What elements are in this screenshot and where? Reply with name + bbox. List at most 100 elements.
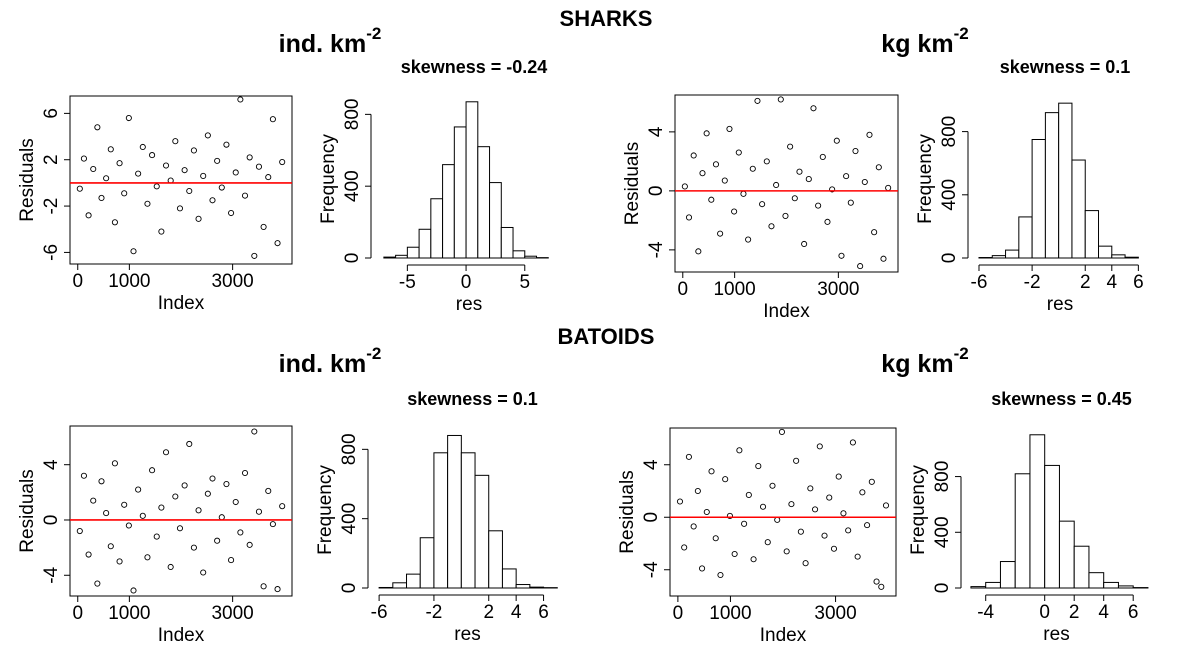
x-tick-label: 6 [1133, 272, 1144, 293]
bar [418, 228, 432, 259]
point [722, 476, 729, 483]
point [685, 214, 693, 221]
point [699, 170, 706, 177]
bar [465, 101, 479, 259]
point [190, 147, 197, 154]
point [843, 173, 850, 180]
x-tick-label: 6 [1128, 602, 1139, 623]
point [237, 529, 244, 536]
point [824, 218, 831, 225]
point [873, 578, 880, 585]
section-title: BATOIDS [558, 324, 655, 349]
chart-title: skewness = 0.45 [991, 389, 1132, 409]
point [830, 545, 838, 552]
point [838, 252, 845, 259]
y-tick-label: 800 [932, 461, 953, 493]
point [186, 440, 193, 448]
y-tick-label: 0 [932, 583, 953, 594]
bar [999, 561, 1016, 589]
x-tick-label: -5 [399, 272, 416, 293]
point [246, 541, 253, 548]
bar [1044, 464, 1060, 589]
y-axis-label: Frequency [318, 134, 339, 224]
point [116, 558, 123, 565]
point [107, 146, 114, 153]
point [681, 183, 688, 190]
chart-title: skewness = 0.1 [1000, 57, 1131, 77]
chart-title: skewness = -0.24 [401, 57, 548, 77]
point [782, 212, 789, 219]
bar [1124, 256, 1139, 259]
header-text: kg km [881, 350, 953, 378]
bar [453, 126, 467, 259]
point [777, 96, 784, 103]
bar [1031, 139, 1046, 259]
y-tick-label: -4 [641, 561, 662, 578]
header-sup: -2 [954, 344, 969, 363]
point [791, 195, 798, 202]
point [181, 167, 188, 174]
y-axis-label: Residuals [617, 470, 638, 553]
point [162, 162, 170, 169]
point [135, 170, 142, 177]
point [241, 469, 249, 477]
bar [488, 530, 503, 589]
y-axis-label: Frequency [915, 134, 936, 224]
bar [512, 250, 526, 259]
x-tick-label: 5 [519, 272, 530, 293]
point [755, 463, 762, 470]
point [144, 554, 151, 561]
point [90, 165, 97, 173]
plot-frame [674, 94, 899, 273]
point [121, 190, 128, 197]
y-tick-label: -4 [646, 241, 667, 258]
section-title: SHARKS [560, 6, 653, 31]
point [251, 252, 258, 259]
x-axis-label: res [454, 624, 480, 645]
point [868, 478, 875, 485]
x-axis-label: Index [158, 293, 205, 314]
point [815, 202, 822, 209]
y-tick-label: 0 [646, 186, 667, 197]
point [788, 501, 795, 508]
y-axis-label: Residuals [17, 138, 38, 221]
point [740, 190, 747, 197]
bar [1071, 159, 1086, 259]
x-tick-label: 0 [72, 603, 83, 624]
point [875, 164, 882, 171]
point [816, 443, 823, 450]
bar [524, 255, 538, 259]
point [726, 512, 733, 519]
panel-header: ind. km-2 [279, 344, 382, 377]
panel-header: ind. km-2 [279, 24, 382, 57]
point [736, 447, 743, 454]
point [819, 153, 826, 160]
point [139, 512, 146, 519]
point [854, 553, 861, 560]
point [139, 143, 146, 151]
point [754, 97, 761, 104]
y-axis-label: Residuals [622, 142, 643, 225]
y-tick-label: 400 [339, 503, 360, 535]
x-tick-label: -2 [425, 602, 442, 623]
point [176, 525, 184, 532]
point [279, 158, 286, 166]
point [778, 428, 785, 435]
x-tick-label: 4 [511, 602, 522, 623]
point [209, 475, 216, 482]
point [835, 473, 842, 480]
bar [1117, 585, 1134, 589]
y-axis-label: Frequency [908, 465, 929, 555]
point [195, 215, 202, 222]
point [759, 201, 766, 208]
x-tick-label: 3000 [814, 603, 856, 624]
point [144, 200, 151, 207]
bar [460, 452, 476, 589]
y-tick-label: -4 [41, 566, 62, 583]
point [796, 168, 803, 175]
x-tick-label: -2 [1024, 272, 1041, 293]
point [190, 544, 197, 551]
x-tick-label: 6 [538, 602, 549, 623]
